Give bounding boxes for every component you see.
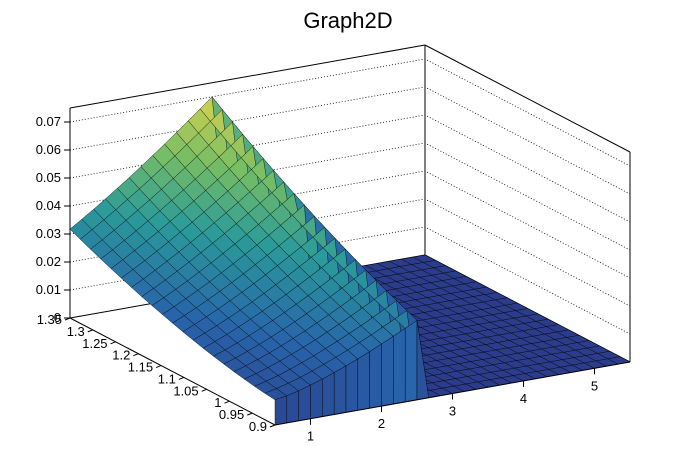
y-tick-label: 1.3: [67, 324, 85, 339]
surface-skirt-cell: [322, 372, 335, 417]
y-tick-mark: [64, 317, 71, 321]
y-tick-mark: [110, 341, 116, 345]
surface-skirt-cell: [357, 351, 370, 411]
x-tick-label: 1: [307, 429, 314, 444]
y-tick-label: 1.35: [37, 312, 62, 327]
z-tick-label: 0.04: [36, 198, 61, 213]
z-tick-label: 0.07: [36, 114, 61, 129]
z-tick-label: 0.01: [36, 282, 61, 297]
surface-skirt-cell: [381, 335, 394, 407]
surface-skirt-cell: [345, 358, 358, 413]
y-tick-label: 1: [214, 395, 221, 410]
surface-skirt-cell: [393, 328, 406, 405]
y-tick-label: 0.9: [249, 419, 267, 434]
y-tick-mark: [224, 400, 230, 404]
y-tick-label: 1.2: [112, 348, 130, 363]
y-tick-label: 1.05: [173, 383, 198, 398]
x-tick-label: 2: [378, 416, 385, 431]
z-tick-label: 0: [54, 310, 61, 325]
surface-skirt-cell: [334, 365, 347, 415]
surface-skirt-cell: [298, 384, 311, 422]
y-tick-mark: [201, 388, 207, 392]
x-tick-label: 3: [449, 404, 456, 419]
z-tick-label: 0.02: [36, 254, 61, 269]
surface-skirt-cell: [286, 390, 299, 424]
y-tick-label: 1.25: [82, 336, 107, 351]
y-tick-label: 1.15: [128, 360, 153, 375]
z-tick-label: 0.05: [36, 170, 61, 185]
z-tick-label: 0.03: [36, 226, 61, 241]
y-tick-mark: [87, 329, 93, 333]
axis-tick-labels: 00.010.020.030.040.050.060.070.90.9511.0…: [36, 114, 598, 444]
z-tick-label: 0.06: [36, 142, 61, 157]
surface-skirt-cell: [369, 343, 382, 409]
y-tick-mark: [269, 424, 276, 428]
chart-title: Graph2D: [303, 8, 392, 33]
y-tick-mark: [247, 412, 253, 416]
y-tick-mark: [133, 353, 139, 357]
surface-skirt-cell: [274, 395, 287, 426]
x-tick-label: 5: [591, 378, 598, 393]
y-tick-label: 1.1: [158, 371, 176, 386]
surface-skirt-cell: [310, 378, 323, 419]
axis-line: [69, 317, 276, 426]
z-gridline: [69, 58, 631, 167]
y-tick-mark: [155, 365, 162, 369]
y-tick-label: 0.95: [219, 407, 244, 422]
frame-edge: [69, 44, 426, 109]
surface-skirt-cell: [405, 319, 418, 403]
frame-edge: [424, 44, 631, 153]
y-tick-mark: [178, 376, 185, 380]
surface-mesh: [69, 96, 631, 426]
x-tick-label: 4: [520, 391, 527, 406]
